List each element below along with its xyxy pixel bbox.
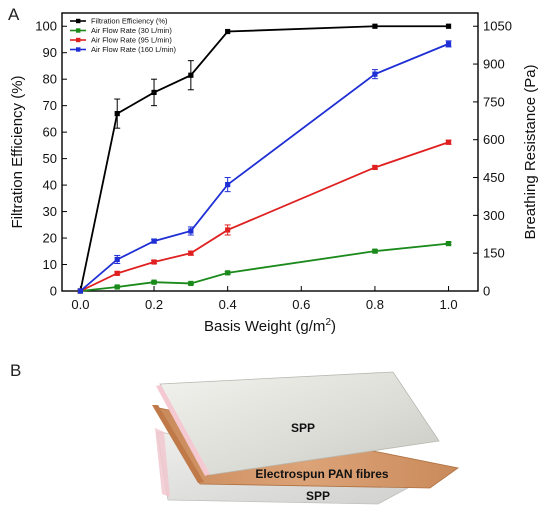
y-left-tick-label: 0 — [50, 284, 57, 299]
panel-b-label: B — [10, 361, 21, 380]
data-point — [188, 228, 194, 234]
data-point — [372, 164, 378, 171]
data-point — [445, 41, 452, 47]
y-left-tick-label: 60 — [43, 125, 57, 140]
top-spp-label: SPP — [291, 421, 315, 435]
data-point — [188, 72, 194, 78]
y-axis-left: 0 10 20 30 40 50 60 70 80 90 100 — [35, 19, 67, 299]
y-axis-right-title: Breathing Resistance (Pa) — [522, 64, 539, 239]
panel-a-label: A — [8, 5, 20, 24]
data-point — [372, 248, 378, 254]
data-point — [445, 139, 452, 145]
data-point — [225, 28, 231, 35]
x-axis: 0.0 0.2 0.4 0.6 0.8 1.0 — [71, 286, 458, 312]
y-right-tick-label: 900 — [483, 57, 505, 72]
data-point — [188, 250, 194, 256]
y-axis-left-title: Filtration Efficiency (%) — [9, 75, 26, 228]
y-axis-right: 0 150 300 450 600 750 900 1050 — [473, 19, 512, 299]
x-tick-label: 1.0 — [440, 297, 458, 312]
legend-swatch-marker — [76, 37, 81, 43]
data-point — [445, 23, 452, 29]
data-point — [445, 240, 452, 247]
y-left-tick-label: 90 — [43, 45, 57, 60]
y-left-tick-label: 50 — [43, 151, 57, 166]
legend-label: Filtration Efficiency (%) — [91, 17, 168, 26]
data-point — [151, 238, 157, 244]
x-tick-label: 0.0 — [71, 297, 89, 312]
x-tick-label: 0.4 — [219, 297, 237, 312]
legend-label: Air Flow Rate (95 L/min) — [91, 36, 172, 45]
x-tick-label: 0.6 — [292, 297, 310, 312]
data-point — [372, 71, 378, 77]
top-pink-edge — [156, 385, 210, 476]
data-point — [188, 280, 194, 287]
plot-frame — [61, 12, 479, 292]
legend-label: Air Flow Rate (30 L/min) — [91, 26, 172, 35]
data-point — [114, 256, 120, 263]
bottom-spp-label: SPP — [306, 489, 330, 503]
y-right-tick-label: 750 — [483, 94, 505, 109]
y-right-tick-label: 600 — [483, 132, 505, 147]
data-point — [114, 270, 120, 276]
x-axis-title: Basis Weight (g/m2) — [204, 317, 336, 335]
layer-diagram: SPP Electrospun PAN fibres SPP — [152, 371, 459, 505]
y-left-tick-label: 30 — [43, 204, 57, 219]
data-point — [114, 111, 120, 117]
data-point — [225, 270, 231, 276]
y-left-tick-label: 70 — [43, 98, 57, 113]
data-point — [114, 284, 120, 290]
middle-layer-edge — [152, 405, 204, 483]
data-point — [151, 279, 157, 285]
legend: Filtration Efficiency (%)Air Flow Rate (… — [70, 17, 177, 54]
data-point — [151, 89, 157, 96]
y-right-tick-label: 150 — [483, 246, 505, 261]
y-left-tick-label: 20 — [43, 231, 57, 246]
data-point — [225, 227, 231, 233]
data-point — [372, 23, 378, 29]
data-point — [151, 259, 157, 265]
y-right-tick-label: 1050 — [483, 19, 512, 34]
y-right-tick-label: 0 — [483, 284, 490, 299]
legend-swatch-marker — [76, 18, 81, 24]
x-tick-label: 0.2 — [145, 297, 163, 312]
series-line-2 — [80, 141, 449, 292]
series-layer — [77, 23, 452, 294]
bottom-pink-edge — [155, 428, 170, 497]
y-right-tick-label: 450 — [483, 170, 505, 185]
chart: 0.0 0.2 0.4 0.6 0.8 1.0 0 10 20 30 40 50 60 70 80 90 10… — [9, 12, 539, 335]
legend-swatch-marker — [76, 47, 81, 52]
electrospun-pan-label: Electrospun PAN fibres — [255, 467, 388, 481]
legend-swatch-marker — [76, 28, 81, 33]
data-point — [225, 181, 231, 188]
y-left-tick-label: 80 — [43, 72, 57, 87]
y-right-tick-label: 300 — [483, 208, 505, 223]
y-left-tick-label: 40 — [43, 178, 57, 193]
data-point — [77, 288, 84, 294]
y-left-tick-label: 100 — [35, 19, 57, 34]
y-left-tick-label: 10 — [43, 257, 57, 272]
legend-label: Air Flow Rate (160 L/min) — [91, 45, 177, 54]
series-line-3 — [79, 43, 449, 292]
x-tick-label: 0.8 — [366, 297, 384, 312]
